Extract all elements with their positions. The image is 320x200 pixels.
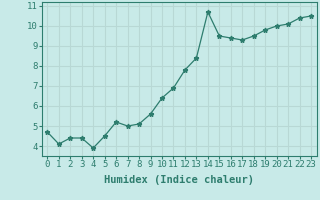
X-axis label: Humidex (Indice chaleur): Humidex (Indice chaleur) — [104, 175, 254, 185]
